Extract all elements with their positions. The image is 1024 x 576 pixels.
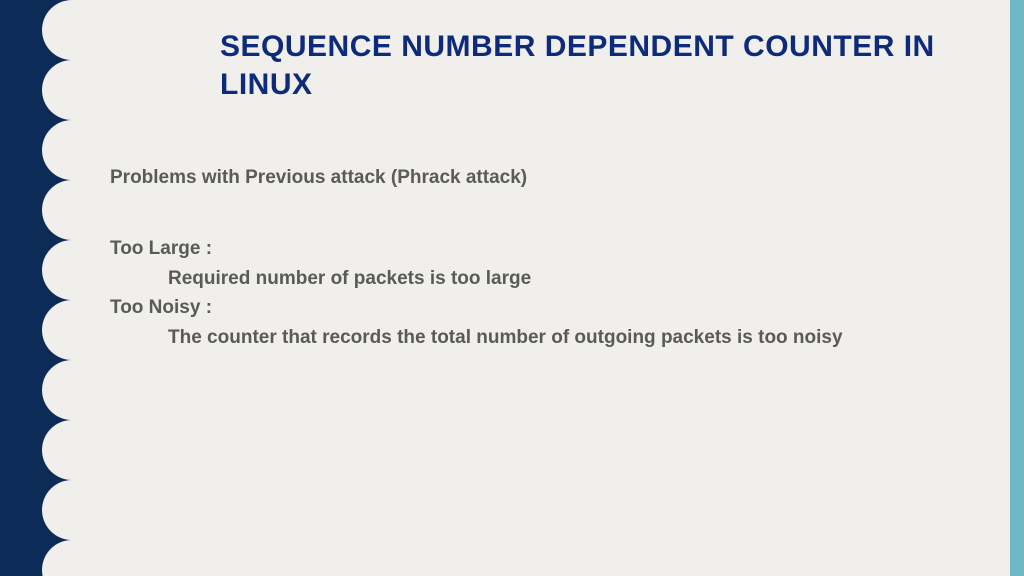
point-1-label: Too Large : — [110, 234, 994, 263]
slide-title: SEQUENCE NUMBER DEPENDENT COUNTER IN LIN… — [110, 28, 994, 103]
left-decorative-band — [0, 0, 72, 576]
point-2-label: Too Noisy : — [110, 293, 994, 322]
point-2-detail: The counter that records the total numbe… — [110, 323, 994, 352]
scallop-edge — [42, 0, 102, 576]
subheading: Problems with Previous attack (Phrack at… — [110, 163, 994, 192]
right-decorative-band — [1010, 0, 1024, 576]
point-1-detail: Required number of packets is too large — [110, 264, 994, 293]
slide-content: SEQUENCE NUMBER DEPENDENT COUNTER IN LIN… — [110, 0, 994, 576]
slide-body: Problems with Previous attack (Phrack at… — [110, 163, 994, 352]
